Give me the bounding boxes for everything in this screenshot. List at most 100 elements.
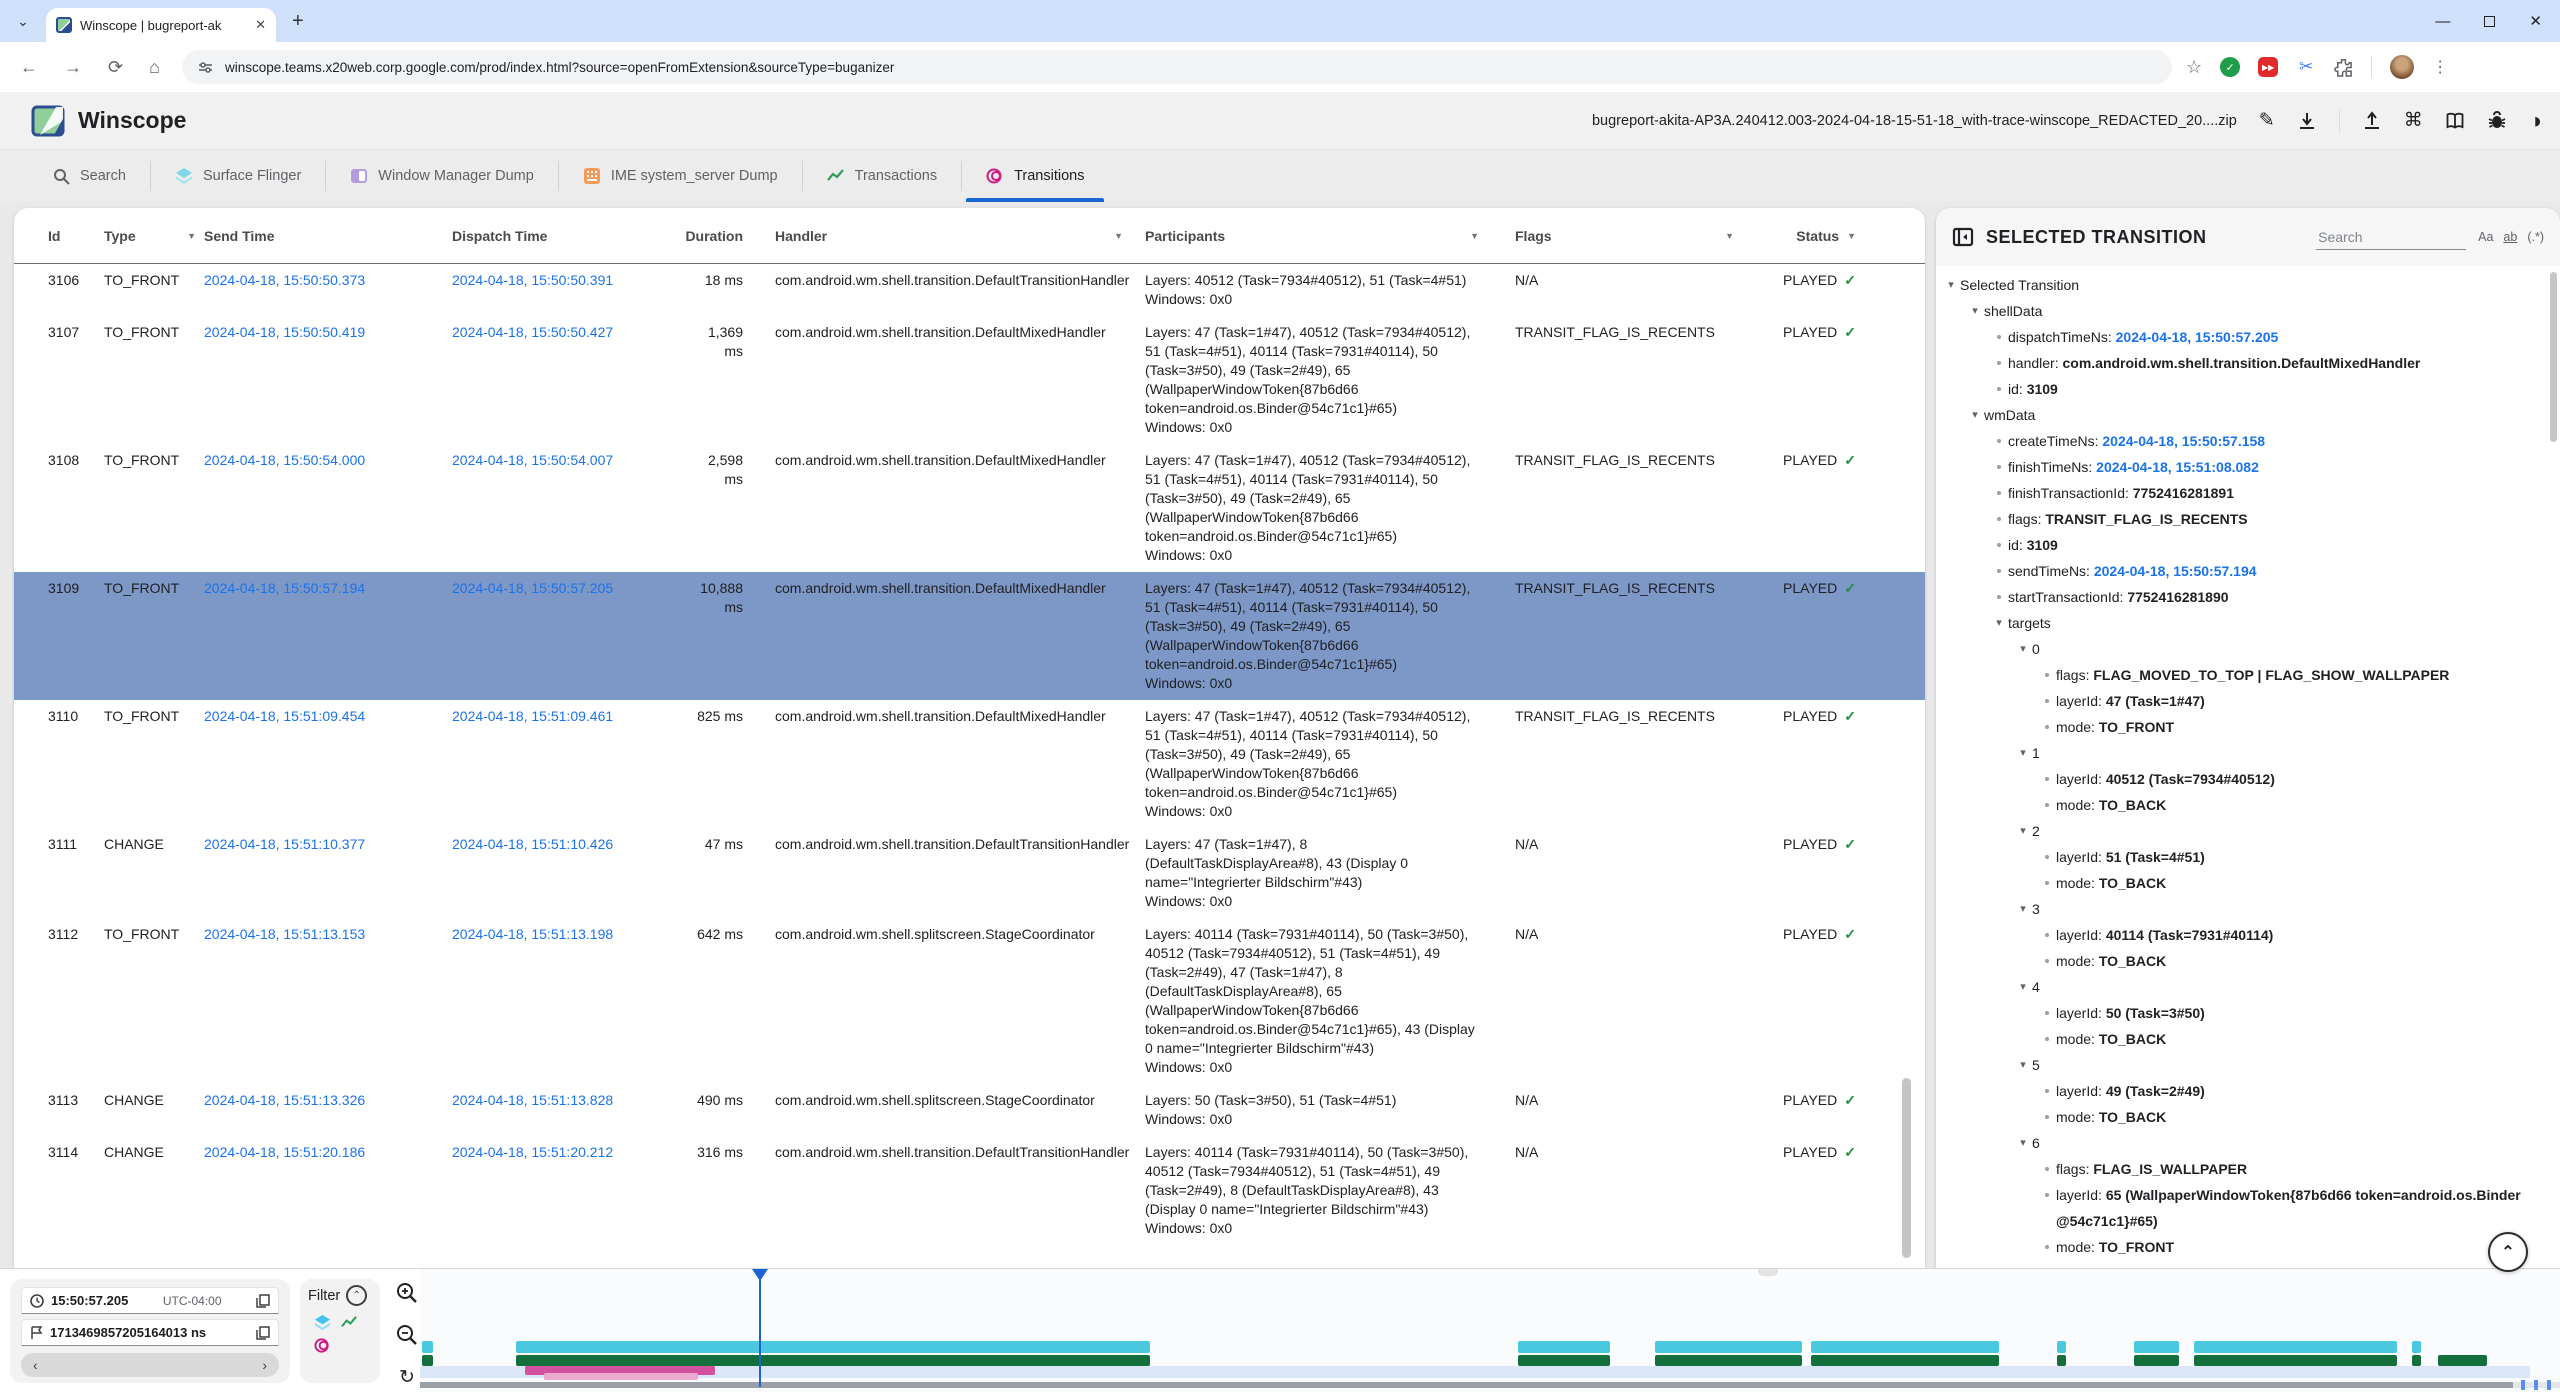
tree-collapse-icon[interactable]: ▾: [1996, 617, 2002, 629]
table-scrollbar-thumb[interactable]: [1902, 1078, 1911, 1258]
send-time-link[interactable]: 2024-04-18, 15:51:13.153: [204, 926, 366, 942]
send-time-link[interactable]: 2024-04-18, 15:51:20.186: [204, 1144, 366, 1160]
copy-timestamp-icon[interactable]: [256, 1325, 270, 1340]
table-row[interactable]: 3106 TO_FRONT 2024-04-18, 15:50:50.373 2024…: [14, 264, 1925, 316]
tree-node[interactable]: ▾ 5: [1942, 1052, 2556, 1078]
tree-node[interactable]: ▾ 6: [1942, 1130, 2556, 1156]
forward-icon[interactable]: →: [64, 56, 82, 77]
tree-collapse-icon[interactable]: ▾: [2020, 903, 2026, 915]
tab-search[interactable]: Search: [28, 150, 150, 202]
tab-search-caret-icon[interactable]: ⌄: [10, 8, 36, 34]
tree-collapse-icon[interactable]: ▾: [1972, 305, 1978, 317]
tree-collapse-icon[interactable]: ▾: [2020, 643, 2026, 655]
send-time-link[interactable]: 2024-04-18, 15:51:09.454: [204, 708, 366, 724]
next-entry-button[interactable]: ›: [262, 1357, 267, 1373]
tab-transactions[interactable]: Transactions: [803, 150, 961, 202]
send-time-link[interactable]: 2024-04-18, 15:51:13.326: [204, 1092, 366, 1108]
zoom-in-icon[interactable]: [395, 1281, 419, 1305]
timeline-scrub-tick[interactable]: [2521, 1380, 2526, 1390]
table-row[interactable]: 3109 TO_FRONT 2024-04-18, 15:50:57.194 2024…: [14, 572, 1925, 700]
tree-node[interactable]: ▾ 1: [1942, 740, 2556, 766]
tree-collapse-icon[interactable]: ▾: [1972, 409, 1978, 421]
send-time-link[interactable]: 2024-04-18, 15:50:50.373: [204, 272, 366, 288]
column-header-duration[interactable]: Duration: [685, 227, 743, 244]
window-restore-button[interactable]: [2484, 15, 2496, 27]
dispatch-time-link[interactable]: 2024-04-18, 15:51:20.212: [452, 1144, 614, 1160]
current-time-field[interactable]: 15:50:57.205 UTC-04:00: [21, 1287, 279, 1314]
new-tab-button[interactable]: +: [292, 10, 304, 32]
reload-icon[interactable]: ⟳: [108, 56, 124, 77]
tree-node[interactable]: ▾ Selected Transition: [1942, 272, 2556, 298]
send-time-link[interactable]: 2024-04-18, 15:50:54.000: [204, 452, 366, 468]
column-header-flags[interactable]: Flags ▼: [1515, 227, 1734, 244]
tree-node[interactable]: ▾ shellData: [1942, 298, 2556, 324]
table-row[interactable]: 3113 CHANGE 2024-04-18, 15:51:13.326 2024-0…: [14, 1084, 1925, 1136]
table-row[interactable]: 3111 CHANGE 2024-04-18, 15:51:10.377 2024-0…: [14, 828, 1925, 918]
column-header-status[interactable]: Status ▼: [1796, 227, 1856, 244]
scroll-to-top-button[interactable]: ⌃: [2488, 1232, 2528, 1272]
column-header-send-time[interactable]: Send Time: [204, 227, 275, 244]
filter-transactions-icon[interactable]: [341, 1314, 358, 1331]
dispatch-time-link[interactable]: 2024-04-18, 15:51:13.828: [452, 1092, 614, 1108]
extension-check-icon[interactable]: ✓: [2220, 57, 2241, 77]
send-time-link[interactable]: 2024-04-18, 15:50:50.419: [204, 324, 366, 340]
timeline-scrub-tick[interactable]: [2547, 1380, 2552, 1390]
column-header-id[interactable]: Id: [48, 227, 61, 244]
dispatch-time-link[interactable]: 2024-04-18, 15:50:50.391: [452, 272, 614, 288]
filter-dropdown-icon[interactable]: ▼: [187, 230, 196, 241]
zoom-out-icon[interactable]: [395, 1323, 419, 1347]
tree-collapse-icon[interactable]: ▾: [2020, 981, 2026, 993]
details-scrollbar-thumb[interactable]: [2550, 272, 2557, 442]
timeline-collapse-notch[interactable]: [1757, 1269, 1778, 1276]
send-time-link[interactable]: 2024-04-18, 15:50:57.194: [204, 580, 366, 596]
browser-tab[interactable]: Winscope | bugreport-ak ✕: [46, 8, 276, 42]
site-settings-icon[interactable]: [198, 60, 213, 75]
tree-collapse-icon[interactable]: ▾: [2020, 747, 2026, 759]
dispatch-time-link[interactable]: 2024-04-18, 15:51:10.426: [452, 836, 614, 852]
dispatch-time-link[interactable]: 2024-04-18, 15:51:09.461: [452, 708, 614, 724]
tab-window-manager-dump[interactable]: Window Manager Dump: [326, 150, 558, 202]
dispatch-time-link[interactable]: 2024-04-18, 15:51:13.198: [452, 926, 614, 942]
dispatch-time-link[interactable]: 2024-04-18, 15:50:57.205: [452, 580, 614, 596]
column-header-type[interactable]: Type ▼: [104, 227, 196, 244]
regex-button[interactable]: (.*): [2527, 230, 2544, 244]
timeline-canvas[interactable]: [420, 1269, 2560, 1392]
bookmark-star-icon[interactable]: ☆: [2185, 56, 2203, 77]
tree-collapse-icon[interactable]: ▾: [2020, 825, 2026, 837]
timeline-scrub-tick[interactable]: [2534, 1380, 2539, 1390]
timestamp-ns-field[interactable]: 1713469857205164013 ns: [21, 1319, 279, 1346]
filter-dropdown-icon[interactable]: ▼: [1114, 230, 1123, 241]
tree-node[interactable]: ▾ 4: [1942, 974, 2556, 1000]
tree-node[interactable]: ▾ targets: [1942, 610, 2556, 636]
table-row[interactable]: 3110 TO_FRONT 2024-04-18, 15:51:09.454 2024…: [14, 700, 1925, 828]
home-icon[interactable]: ⌂: [149, 56, 160, 77]
match-word-button[interactable]: ab: [2503, 230, 2518, 244]
browser-menu-icon[interactable]: ⋮: [2432, 59, 2449, 76]
column-header-handler[interactable]: Handler ▼: [775, 227, 1123, 244]
filter-surface-flinger-icon[interactable]: [314, 1314, 331, 1331]
tab-surface-flinger[interactable]: Surface Flinger: [151, 150, 325, 202]
documentation-book-icon[interactable]: [2445, 111, 2465, 131]
filter-dropdown-icon[interactable]: ▼: [1725, 230, 1734, 241]
collapse-filter-button[interactable]: ⌃: [346, 1285, 368, 1306]
extension-play-icon[interactable]: ▶▶: [2258, 57, 2279, 77]
tree-node[interactable]: ▾ 0: [1942, 636, 2556, 662]
tab-close-icon[interactable]: ✕: [255, 17, 266, 32]
dark-mode-toggle-icon[interactable]: ◑: [2528, 107, 2542, 133]
filter-dropdown-icon[interactable]: ▼: [1847, 230, 1856, 241]
send-time-link[interactable]: 2024-04-18, 15:51:10.377: [204, 836, 366, 852]
details-search-input[interactable]: [2316, 224, 2467, 250]
copy-time-icon[interactable]: [256, 1293, 270, 1308]
table-row[interactable]: 3112 TO_FRONT 2024-04-18, 15:51:13.153 2024…: [14, 918, 1925, 1084]
table-row[interactable]: 3114 CHANGE 2024-04-18, 15:51:20.186 2024-0…: [14, 1136, 1925, 1245]
tree-collapse-icon[interactable]: ▾: [1948, 279, 1954, 291]
url-field[interactable]: winscope.teams.x20web.corp.google.com/pr…: [181, 50, 2172, 84]
tab-transitions[interactable]: Transitions: [962, 150, 1108, 202]
extensions-puzzle-icon[interactable]: [2334, 58, 2353, 77]
tree-collapse-icon[interactable]: ▾: [2020, 1059, 2026, 1071]
tab-ime-system-server-dump[interactable]: IME system_server Dump: [559, 150, 802, 202]
filter-dropdown-icon[interactable]: ▼: [1470, 230, 1479, 241]
column-header-participants[interactable]: Participants ▼: [1145, 227, 1479, 244]
reset-zoom-icon[interactable]: ↻: [399, 1366, 415, 1388]
report-bug-icon[interactable]: [2487, 110, 2507, 131]
